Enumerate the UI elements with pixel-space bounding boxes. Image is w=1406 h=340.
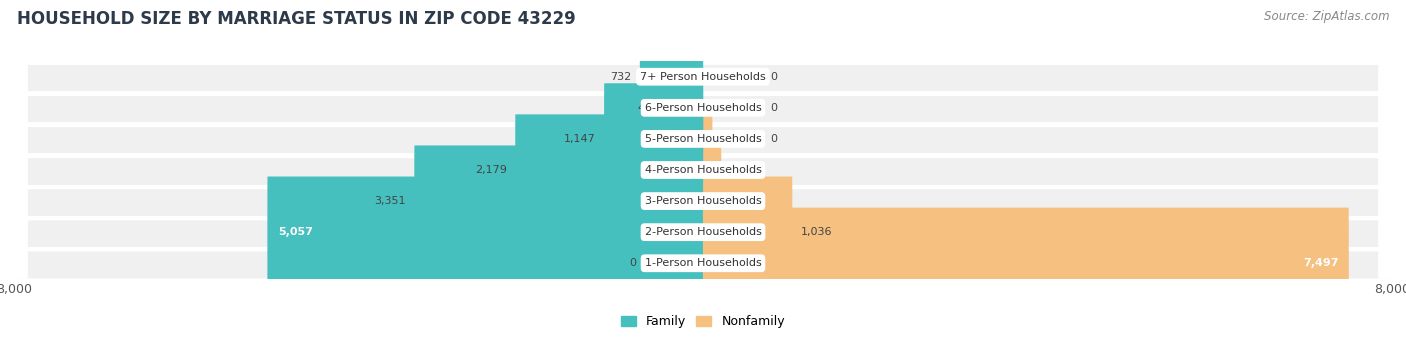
Text: 6-Person Households: 6-Person Households xyxy=(644,103,762,113)
Legend: Family, Nonfamily: Family, Nonfamily xyxy=(616,310,790,334)
FancyBboxPatch shape xyxy=(28,96,1378,123)
FancyBboxPatch shape xyxy=(515,114,703,226)
Text: 211: 211 xyxy=(730,196,751,206)
Text: Source: ZipAtlas.com: Source: ZipAtlas.com xyxy=(1264,10,1389,23)
Text: 7+ Person Households: 7+ Person Households xyxy=(640,72,766,82)
FancyBboxPatch shape xyxy=(605,83,703,194)
Text: 0: 0 xyxy=(628,258,636,268)
FancyBboxPatch shape xyxy=(28,65,1378,92)
Text: 108: 108 xyxy=(721,165,742,175)
Text: 1,147: 1,147 xyxy=(564,134,596,144)
Text: 2,179: 2,179 xyxy=(475,165,506,175)
Text: 416: 416 xyxy=(637,103,658,113)
FancyBboxPatch shape xyxy=(703,146,721,257)
Text: 1,036: 1,036 xyxy=(801,227,832,237)
FancyBboxPatch shape xyxy=(28,220,1378,247)
FancyBboxPatch shape xyxy=(640,21,703,132)
Text: 1-Person Households: 1-Person Households xyxy=(644,258,762,268)
FancyBboxPatch shape xyxy=(666,52,703,164)
Text: 0: 0 xyxy=(770,72,778,82)
Text: 5-Person Households: 5-Person Households xyxy=(644,134,762,144)
FancyBboxPatch shape xyxy=(267,176,703,288)
Text: 7,497: 7,497 xyxy=(1303,258,1339,268)
Text: 5,057: 5,057 xyxy=(278,227,312,237)
FancyBboxPatch shape xyxy=(703,114,713,226)
Text: 0: 0 xyxy=(770,103,778,113)
Text: 3,351: 3,351 xyxy=(374,196,406,206)
FancyBboxPatch shape xyxy=(703,208,1348,319)
Text: HOUSEHOLD SIZE BY MARRIAGE STATUS IN ZIP CODE 43229: HOUSEHOLD SIZE BY MARRIAGE STATUS IN ZIP… xyxy=(17,10,575,28)
FancyBboxPatch shape xyxy=(28,252,1378,278)
Text: 2-Person Households: 2-Person Households xyxy=(644,227,762,237)
FancyBboxPatch shape xyxy=(703,176,793,288)
FancyBboxPatch shape xyxy=(28,158,1378,185)
Text: 0: 0 xyxy=(770,134,778,144)
Text: 3-Person Households: 3-Person Households xyxy=(644,196,762,206)
Text: 732: 732 xyxy=(610,72,631,82)
FancyBboxPatch shape xyxy=(28,189,1378,216)
FancyBboxPatch shape xyxy=(415,146,703,257)
Text: 4-Person Households: 4-Person Households xyxy=(644,165,762,175)
FancyBboxPatch shape xyxy=(28,127,1378,154)
